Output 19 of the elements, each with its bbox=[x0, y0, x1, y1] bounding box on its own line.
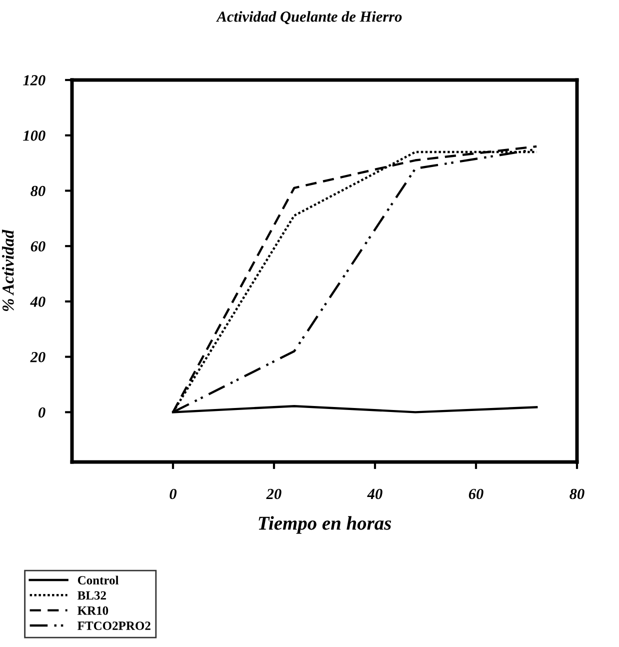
chart-title: Actividad Quelante de Hierro bbox=[216, 11, 402, 24]
legend-label: Control bbox=[78, 576, 119, 584]
y-tick-label: 0 bbox=[38, 407, 46, 418]
x-tick-label: 20 bbox=[266, 488, 282, 500]
x-tick-label: 80 bbox=[570, 488, 584, 500]
x-tick-label: 0 bbox=[170, 488, 177, 500]
y-axis-title: % Actividad bbox=[2, 230, 14, 312]
y-tick-label: 120 bbox=[23, 75, 46, 86]
y-tick-label: 40 bbox=[30, 296, 46, 307]
x-axis-title: Tiempo en horas bbox=[258, 516, 392, 534]
x-tick-label: 40 bbox=[367, 488, 382, 500]
x-tick-label: 60 bbox=[468, 488, 484, 500]
legend-label: KR10 bbox=[78, 606, 108, 615]
y-tick-label: 100 bbox=[23, 130, 46, 141]
y-tick-label: 60 bbox=[30, 241, 46, 252]
legend-label: FTCO2PRO2 bbox=[78, 622, 150, 630]
y-tick-label: 20 bbox=[30, 352, 46, 362]
legend-label: BL32 bbox=[78, 591, 106, 600]
y-tick-label: 80 bbox=[30, 186, 46, 196]
